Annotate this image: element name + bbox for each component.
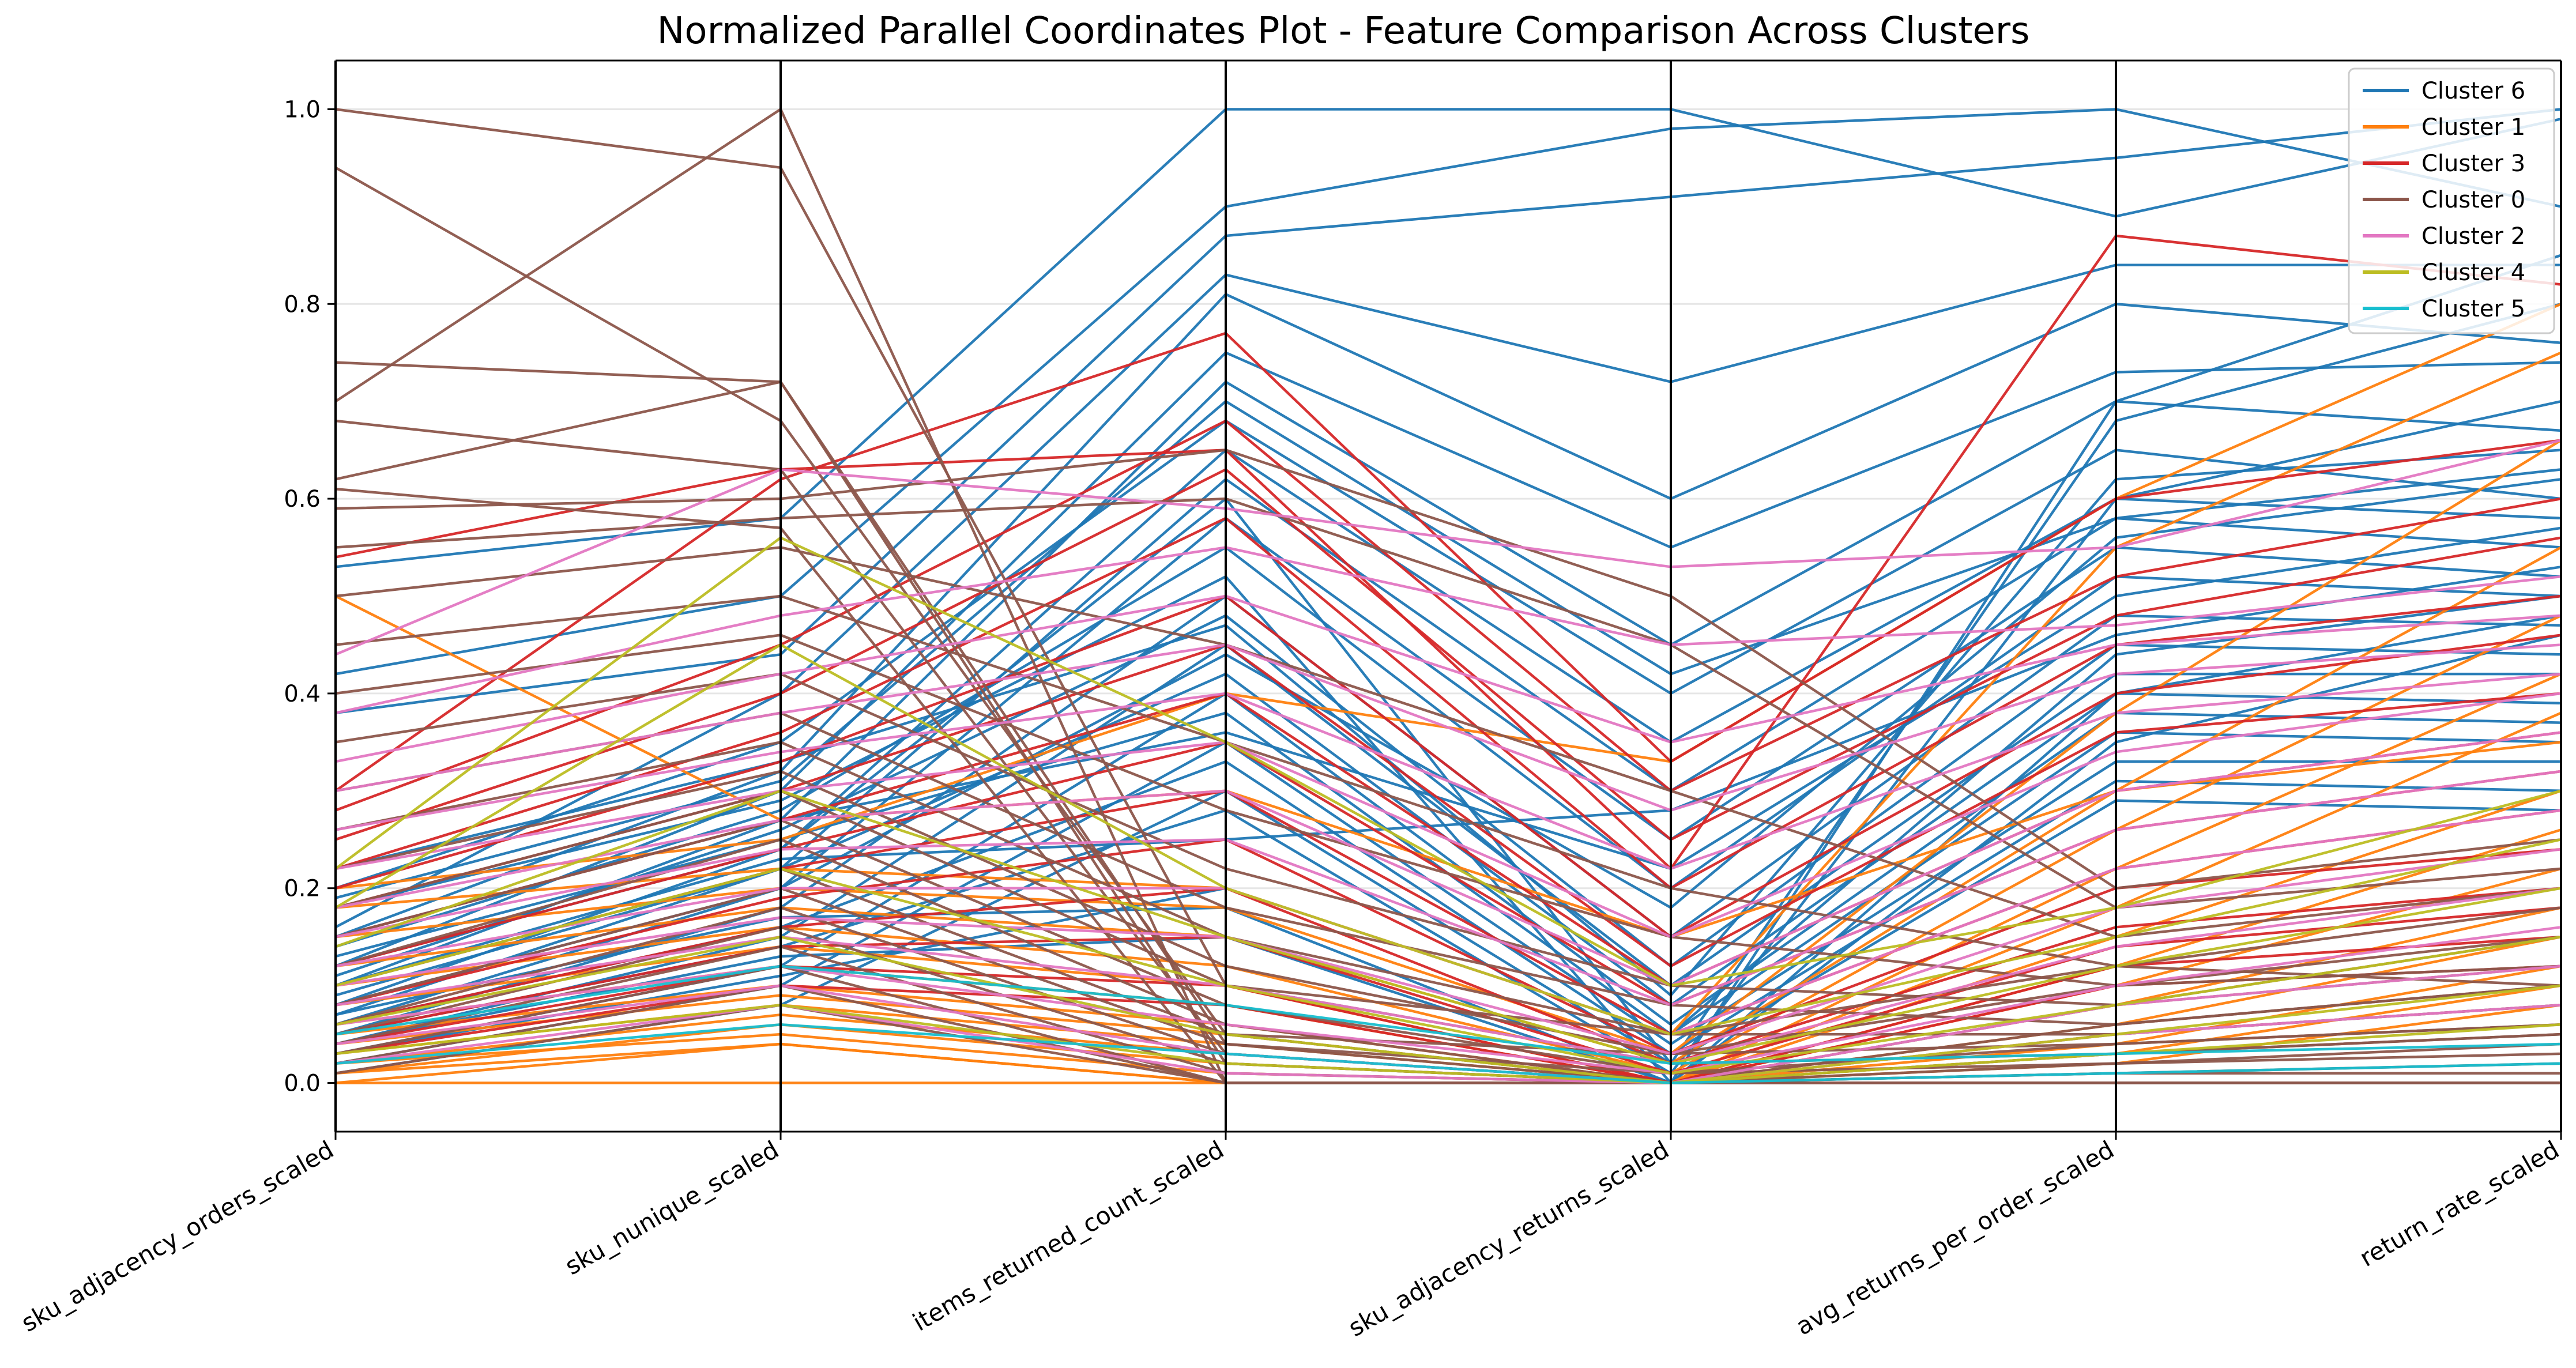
series-line-4-9 bbox=[335, 847, 2562, 1056]
series-lines bbox=[334, 107, 2562, 1086]
series-line-3-10 bbox=[335, 594, 2562, 968]
legend-entry-3: Cluster 0 bbox=[2421, 187, 2525, 213]
series-line-0-1 bbox=[335, 108, 2562, 676]
series-line-3-17 bbox=[335, 819, 2562, 1075]
series-line-0-23 bbox=[335, 303, 2562, 1066]
series-5 bbox=[334, 536, 2562, 1084]
axis-label-5: return_rate_scaled bbox=[2355, 1135, 2564, 1272]
series-line-4-10 bbox=[335, 887, 2562, 1065]
legend-entry-6: Cluster 5 bbox=[2421, 296, 2525, 322]
series-line-0-27 bbox=[335, 566, 2562, 987]
y-tick-label: 0.4 bbox=[284, 681, 321, 707]
series-line-4-3 bbox=[335, 643, 2562, 812]
series-line-4-4 bbox=[335, 672, 2562, 870]
y-tick-label: 0.2 bbox=[284, 876, 321, 902]
series-line-0-9 bbox=[335, 477, 2562, 1016]
series-line-5-2 bbox=[335, 789, 2562, 1065]
series-line-5-3 bbox=[335, 867, 2562, 1075]
series-line-5-5 bbox=[335, 1004, 2562, 1084]
series-line-0-0 bbox=[335, 108, 2562, 568]
series-line-5-1 bbox=[334, 643, 2562, 1036]
series-line-1-4 bbox=[335, 439, 2562, 1056]
series-line-4-1 bbox=[335, 546, 2562, 714]
chart-title: Normalized Parallel Coordinates Plot - F… bbox=[657, 10, 2030, 52]
series-line-3-15 bbox=[335, 770, 2562, 1056]
series-line-0-10 bbox=[335, 517, 2562, 1026]
series-line-2-1 bbox=[334, 331, 2562, 792]
legend-entry-1: Cluster 1 bbox=[2421, 114, 2525, 141]
legend-entry-5: Cluster 4 bbox=[2421, 259, 2525, 286]
series-line-2-12 bbox=[335, 906, 2562, 1075]
series-line-4-0 bbox=[335, 439, 2562, 656]
y-tick-label: 1.0 bbox=[284, 96, 321, 123]
axis-label-4: avg_returns_per_order_scaled bbox=[1791, 1135, 2119, 1341]
series-6 bbox=[335, 964, 2562, 1084]
series-line-6-1 bbox=[335, 1023, 2562, 1084]
series-line-4-11 bbox=[335, 926, 2562, 1075]
series-line-2-4 bbox=[335, 517, 2562, 890]
axes: 0.0 0.2 0.4 0.6 0.8 1.0 sku_adjacency_orders_s… bbox=[17, 59, 2564, 1342]
legend-box bbox=[2348, 67, 2555, 334]
series-line-4-7 bbox=[335, 770, 2562, 1007]
y-tick-label: 0.8 bbox=[284, 291, 321, 318]
series-line-0-3 bbox=[334, 263, 2561, 929]
series-line-3-18 bbox=[335, 838, 2562, 1084]
legend-entry-0: Cluster 6 bbox=[2421, 78, 2525, 104]
series-line-5-0 bbox=[334, 536, 2562, 987]
series-line-2-10 bbox=[335, 838, 2562, 1056]
series-line-4-5 bbox=[335, 692, 2562, 939]
axis-label-1: sku_nunique_scaled bbox=[560, 1135, 784, 1280]
series-line-5-4 bbox=[335, 935, 2562, 1084]
legend: Cluster 6 Cluster 1 Cluster 3 Cluster 0 Clus… bbox=[2348, 67, 2555, 334]
series-line-3-8 bbox=[335, 497, 2562, 909]
series-line-0-7 bbox=[335, 419, 2562, 890]
legend-entry-4: Cluster 2 bbox=[2421, 223, 2525, 250]
series-line-2-0 bbox=[335, 234, 2562, 871]
series-line-3-1 bbox=[334, 166, 2562, 1056]
series-line-2-3 bbox=[335, 468, 2562, 841]
series-line-0-2 bbox=[335, 108, 2562, 714]
series-line-0-13 bbox=[335, 614, 2562, 977]
series-line-0-24 bbox=[335, 449, 2562, 997]
series-line-1-6 bbox=[335, 614, 2562, 1075]
y-tick-label: 0.0 bbox=[284, 1071, 321, 1097]
axis-label-3: sku_adjacency_returns_scaled bbox=[1343, 1135, 1674, 1342]
series-line-0-4 bbox=[335, 292, 2562, 939]
series-line-2-2 bbox=[335, 419, 2562, 812]
series-line-3-11 bbox=[335, 634, 2562, 987]
series-line-0-22 bbox=[335, 254, 2562, 1086]
series-line-4-6 bbox=[335, 731, 2562, 988]
axis-label-0: sku_adjacency_orders_scaled bbox=[17, 1135, 338, 1337]
legend-entry-2: Cluster 3 bbox=[2421, 150, 2525, 177]
series-line-3-20 bbox=[335, 887, 2561, 1084]
y-tick-label: 0.6 bbox=[284, 486, 321, 512]
series-line-2-5 bbox=[335, 594, 2562, 939]
series-line-4-13 bbox=[335, 1004, 2562, 1084]
series-line-6-0 bbox=[335, 964, 2562, 1065]
series-line-3-9 bbox=[335, 546, 2562, 939]
axis-label-2: items_returned_count_scaled bbox=[908, 1135, 1229, 1336]
series-line-0-5 bbox=[335, 351, 2562, 967]
series-line-3-26 bbox=[335, 1004, 2561, 1084]
